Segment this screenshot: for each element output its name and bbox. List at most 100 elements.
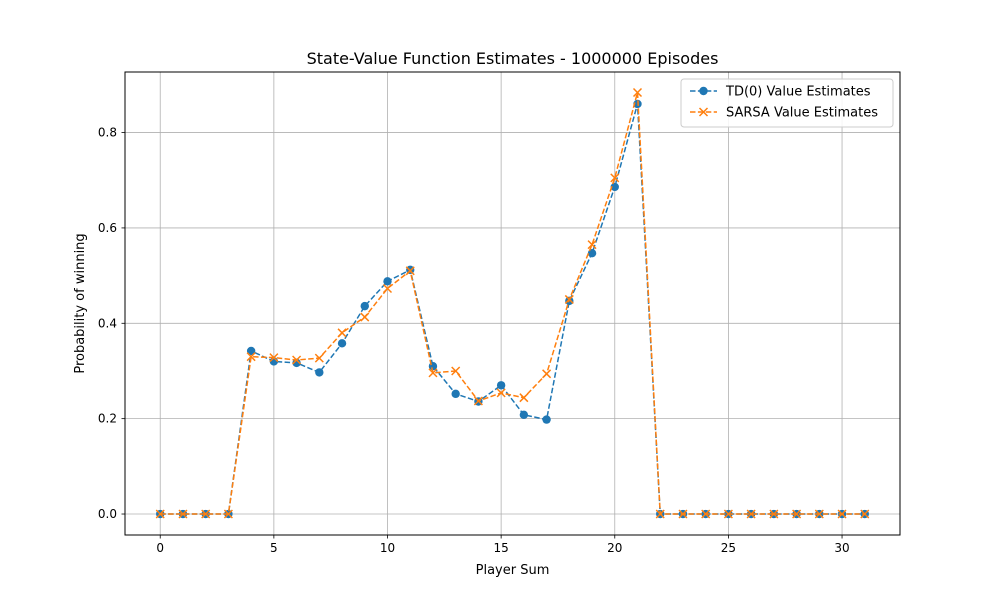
marker-stroke <box>201 509 211 519</box>
marker-stroke <box>542 369 552 379</box>
x-tick-label: 0 <box>156 541 164 555</box>
grid <box>125 72 900 535</box>
data-point <box>814 509 824 519</box>
x-tick-label: 20 <box>607 541 622 555</box>
plot-frame <box>124 71 901 536</box>
data-point <box>451 366 461 376</box>
marker-stroke <box>610 173 620 183</box>
data-point <box>292 358 301 368</box>
marker-stroke <box>223 509 233 519</box>
y-tick-label: 0.6 <box>98 221 117 235</box>
x-tick-label: 15 <box>493 541 508 555</box>
y-tick-label: 0.4 <box>98 316 117 330</box>
data-point <box>587 240 597 250</box>
data-point <box>746 509 756 519</box>
data-point <box>383 277 392 286</box>
data-point <box>542 369 552 379</box>
x-tick-label: 5 <box>270 541 278 555</box>
y-tick-label: 0.2 <box>98 412 117 426</box>
data-point <box>292 355 302 365</box>
marker-stroke <box>382 283 393 294</box>
x-tick-label: 10 <box>380 541 395 555</box>
data-point <box>315 368 324 377</box>
data-point <box>223 509 233 519</box>
data-point <box>610 173 620 183</box>
legend-entry: TD(0) Value Estimates <box>690 85 871 100</box>
marker-stroke <box>587 240 597 250</box>
legend-box <box>680 78 894 128</box>
data-point <box>337 328 347 338</box>
data-point <box>837 509 847 519</box>
data-point <box>610 182 619 192</box>
data-point <box>155 509 165 519</box>
legend-marker <box>699 86 708 96</box>
marker-stroke <box>792 509 802 519</box>
marker-stroke <box>519 393 529 403</box>
marker-stroke <box>655 509 665 519</box>
axis-ticks: 0 5 10 15 20 25 30 0.0 0.2 0.4 0.6 0.8 <box>98 126 850 555</box>
plot-area <box>125 72 900 535</box>
data-point <box>451 389 460 399</box>
data-point <box>360 312 370 322</box>
marker-stroke <box>360 312 370 322</box>
data-point <box>769 509 779 519</box>
y-axis-label: Probability of winning <box>73 233 88 373</box>
series-line <box>160 92 865 515</box>
marker-stroke <box>473 396 483 406</box>
marker-stroke <box>405 266 415 276</box>
data-point <box>632 87 643 98</box>
data-point <box>473 396 483 406</box>
data-point <box>655 509 665 519</box>
data-point <box>678 509 688 519</box>
series-sarsa <box>155 87 870 519</box>
data-point <box>405 266 415 276</box>
data-point <box>382 283 393 294</box>
data-point <box>792 509 802 519</box>
data-point <box>723 509 733 519</box>
marker-stroke <box>746 509 756 519</box>
legend-label: SARSA Value Estimates <box>726 106 878 121</box>
data-point <box>178 509 188 519</box>
data-point <box>542 415 551 424</box>
marker-stroke <box>698 107 709 117</box>
data-point <box>701 509 711 519</box>
chart-title: State-Value Function Estimates - 1000000… <box>307 49 719 68</box>
data-point <box>519 410 529 420</box>
data-point <box>564 294 574 304</box>
data-point <box>337 339 347 348</box>
data-point <box>496 381 506 390</box>
marker-stroke <box>632 87 643 98</box>
marker-stroke <box>178 509 188 519</box>
marker-stroke <box>292 355 302 365</box>
marker-stroke <box>678 509 688 519</box>
x-tick-label: 30 <box>834 541 849 555</box>
marker-stroke <box>701 509 711 519</box>
legend-marker <box>698 107 709 117</box>
marker-stroke <box>837 509 847 519</box>
data-point <box>246 346 256 356</box>
legend: TD(0) Value Estimates SARSA Value Estimat… <box>680 78 894 128</box>
marker-stroke <box>337 328 347 338</box>
marker-stroke <box>564 294 574 304</box>
y-tick-label: 0.8 <box>98 126 117 140</box>
marker-stroke <box>723 509 733 519</box>
marker-stroke <box>496 388 506 398</box>
data-point <box>860 509 870 519</box>
marker-stroke <box>269 353 279 363</box>
data-point <box>519 393 529 403</box>
series-layer <box>155 87 870 519</box>
marker-stroke <box>155 509 165 519</box>
marker-stroke <box>428 368 438 378</box>
marker-stroke <box>860 509 870 519</box>
marker-stroke <box>246 352 256 362</box>
marker-stroke <box>451 366 461 376</box>
marker-stroke <box>314 353 324 363</box>
legend-label: TD(0) Value Estimates <box>725 85 871 100</box>
data-point <box>360 301 369 311</box>
x-axis-label: Player Sum <box>476 563 550 578</box>
data-point <box>314 353 324 363</box>
legend-entry: SARSA Value Estimates <box>690 106 878 121</box>
marker-stroke <box>769 509 779 519</box>
